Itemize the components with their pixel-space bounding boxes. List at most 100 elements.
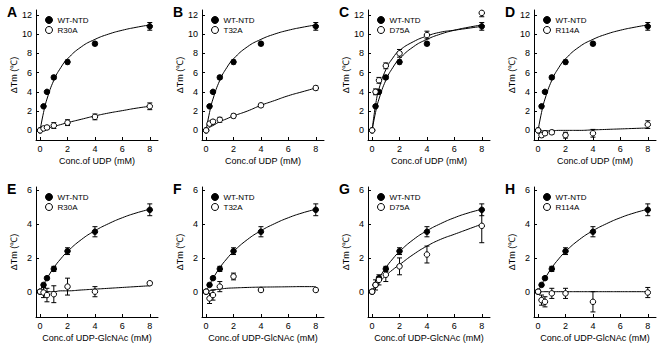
svg-text:WT-NTD: WT-NTD	[58, 16, 89, 25]
svg-text:Conc.of UDP (mM): Conc.of UDP (mM)	[391, 156, 467, 166]
svg-text:12: 12	[22, 10, 32, 20]
svg-text:2: 2	[525, 106, 530, 116]
svg-text:4: 4	[359, 219, 364, 229]
svg-text:8: 8	[147, 144, 152, 154]
svg-text:8: 8	[193, 48, 198, 58]
svg-text:8: 8	[359, 48, 364, 58]
svg-text:6: 6	[120, 144, 125, 154]
svg-text:0: 0	[370, 321, 375, 331]
svg-text:6: 6	[359, 68, 364, 78]
svg-text:6: 6	[27, 185, 32, 195]
svg-text:4: 4	[193, 219, 198, 229]
svg-text:0: 0	[359, 287, 364, 297]
svg-text:4: 4	[359, 87, 364, 97]
svg-text:4: 4	[424, 321, 429, 331]
svg-text:4: 4	[590, 321, 595, 331]
svg-text:6: 6	[618, 144, 623, 154]
svg-text:H: H	[505, 181, 515, 197]
svg-text:6: 6	[618, 321, 623, 331]
svg-text:R114A: R114A	[556, 203, 581, 212]
svg-text:0: 0	[536, 321, 541, 331]
svg-text:8: 8	[645, 144, 650, 154]
svg-text:12: 12	[520, 10, 530, 20]
svg-text:0: 0	[193, 287, 198, 297]
svg-text:WT-NTD: WT-NTD	[390, 193, 421, 202]
svg-text:Conc.of UDP (mM): Conc.of UDP (mM)	[557, 156, 633, 166]
svg-text:0: 0	[525, 287, 530, 297]
svg-text:D: D	[505, 4, 515, 20]
svg-text:Conc.of UDP-GlcNAc (mM): Conc.of UDP-GlcNAc (mM)	[540, 333, 650, 343]
svg-text:F: F	[173, 181, 182, 197]
svg-text:8: 8	[147, 321, 152, 331]
svg-text:A: A	[7, 4, 17, 20]
svg-text:8: 8	[313, 144, 318, 154]
svg-text:2: 2	[27, 106, 32, 116]
svg-text:8: 8	[479, 144, 484, 154]
svg-text:0: 0	[370, 144, 375, 154]
svg-text:6: 6	[452, 144, 457, 154]
svg-text:2: 2	[231, 144, 236, 154]
svg-text:ΔTm (℃): ΔTm (℃)	[9, 234, 19, 271]
svg-text:6: 6	[525, 68, 530, 78]
svg-text:6: 6	[193, 185, 198, 195]
svg-text:4: 4	[590, 144, 595, 154]
svg-text:10: 10	[22, 29, 32, 39]
svg-text:D75A: D75A	[390, 203, 411, 212]
svg-text:12: 12	[354, 10, 364, 20]
svg-text:8: 8	[479, 321, 484, 331]
svg-text:2: 2	[27, 253, 32, 263]
svg-text:2: 2	[193, 253, 198, 263]
svg-text:Conc.of UDP (mM): Conc.of UDP (mM)	[59, 156, 135, 166]
svg-text:0: 0	[38, 321, 43, 331]
svg-text:6: 6	[27, 68, 32, 78]
svg-text:2: 2	[397, 144, 402, 154]
svg-text:4: 4	[424, 144, 429, 154]
svg-text:WT-NTD: WT-NTD	[556, 193, 587, 202]
svg-text:10: 10	[354, 29, 364, 39]
svg-text:0: 0	[536, 144, 541, 154]
svg-text:E: E	[7, 181, 16, 197]
svg-text:B: B	[173, 4, 183, 20]
svg-text:8: 8	[645, 321, 650, 331]
svg-text:4: 4	[525, 219, 530, 229]
svg-text:Conc.of UDP-GlcNAc (mM): Conc.of UDP-GlcNAc (mM)	[42, 333, 152, 343]
svg-text:T32A: T32A	[224, 203, 244, 212]
svg-text:4: 4	[258, 321, 263, 331]
svg-text:12: 12	[188, 10, 198, 20]
svg-text:Conc.of UDP (mM): Conc.of UDP (mM)	[225, 156, 301, 166]
svg-text:ΔTm (℃): ΔTm (℃)	[507, 57, 517, 94]
svg-text:ΔTm (℃): ΔTm (℃)	[9, 57, 19, 94]
svg-text:8: 8	[27, 48, 32, 58]
svg-text:0: 0	[359, 125, 364, 135]
svg-text:R30A: R30A	[58, 203, 79, 212]
svg-text:T32A: T32A	[224, 26, 244, 35]
svg-text:4: 4	[193, 87, 198, 97]
svg-text:2: 2	[563, 144, 568, 154]
svg-text:10: 10	[188, 29, 198, 39]
svg-text:4: 4	[27, 219, 32, 229]
svg-text:WT-NTD: WT-NTD	[58, 193, 89, 202]
svg-text:2: 2	[525, 253, 530, 263]
svg-text:2: 2	[359, 106, 364, 116]
svg-text:0: 0	[38, 144, 43, 154]
svg-text:4: 4	[27, 87, 32, 97]
svg-text:6: 6	[286, 321, 291, 331]
svg-text:WT-NTD: WT-NTD	[224, 16, 255, 25]
svg-text:ΔTm (℃): ΔTm (℃)	[507, 234, 517, 271]
svg-text:ΔTm (℃): ΔTm (℃)	[175, 57, 185, 94]
svg-text:6: 6	[120, 321, 125, 331]
svg-text:0: 0	[204, 144, 209, 154]
svg-text:0: 0	[204, 321, 209, 331]
svg-text:4: 4	[525, 87, 530, 97]
svg-text:2: 2	[193, 106, 198, 116]
svg-text:6: 6	[286, 144, 291, 154]
svg-text:8: 8	[313, 321, 318, 331]
svg-text:2: 2	[563, 321, 568, 331]
svg-text:ΔTm (℃): ΔTm (℃)	[341, 57, 351, 94]
svg-text:ΔTm (℃): ΔTm (℃)	[341, 234, 351, 271]
svg-text:4: 4	[258, 144, 263, 154]
svg-text:G: G	[339, 181, 350, 197]
svg-text:2: 2	[65, 321, 70, 331]
svg-text:2: 2	[359, 253, 364, 263]
svg-text:Conc.of UDP-GlcNAc (mM): Conc.of UDP-GlcNAc (mM)	[374, 333, 484, 343]
